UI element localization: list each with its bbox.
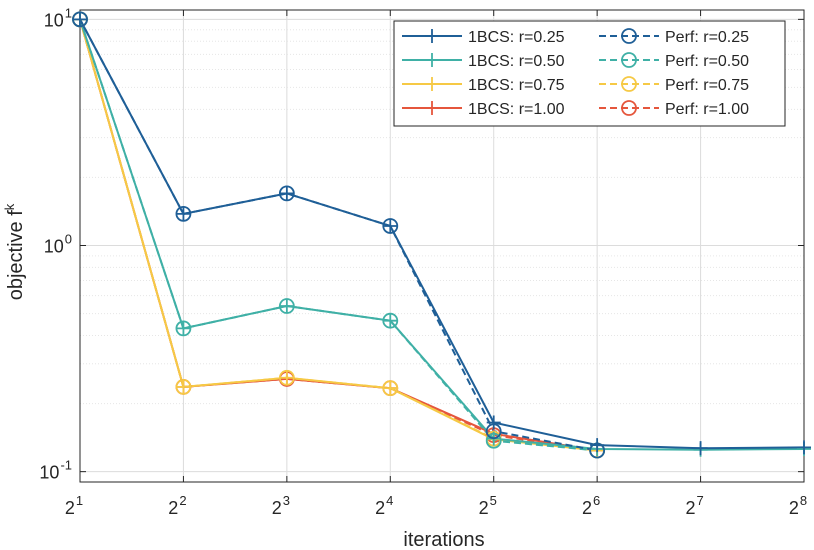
x-tick-base: 2 [479,498,489,518]
series-markers [72,11,811,459]
series-line-perf-r-1-00 [79,19,598,452]
data-point-1bcs-r-0-25 [279,186,294,201]
data-point-perf-r-0-25 [278,185,295,202]
data-point-perf-r-0-75 [175,379,192,395]
data-point-perf-r-0-25 [485,423,502,440]
data-point-perf-r-0-75 [382,380,399,397]
data-point-perf-r-0-75 [278,369,295,386]
x-tick-exponent: 1 [76,493,83,508]
x-tick-base: 2 [168,498,178,518]
x-tick-base: 2 [582,498,592,518]
data-point-perf-r-0-50 [382,312,399,329]
data-point-1bcs-r-0-75 [279,370,294,385]
x-tick-exponent: 8 [800,493,807,508]
y-tick-exponent: 0 [65,232,72,247]
legend-label: 1BCS: r=0.75 [468,77,565,94]
legend-item-perf-r-0-25: Perf: r=0.25 [599,28,749,46]
legend-item-perf-r-0-75: Perf: r=0.75 [599,76,749,94]
x-tick-base: 2 [65,498,75,518]
y-tick-label: 101 [44,5,72,30]
y-tick-base: 10 [44,237,64,257]
legend-item-1bcs-r-0-50: 1BCS: r=0.50 [402,53,565,70]
data-point-perf-r-0-25 [589,442,606,459]
data-point-1bcs-r-0-50 [279,299,294,314]
x-tick-exponent: 5 [490,493,497,508]
data-point-1bcs-r-0-25 [176,206,191,221]
legend-item-perf-r-1-00: Perf: r=1.00 [599,100,749,118]
data-point-1bcs-r-0-25 [797,440,811,455]
data-point-perf-r-0-25 [175,205,192,222]
legend-item-1bcs-r-0-25: 1BCS: r=0.25 [402,29,565,46]
y-tick-exponent: 1 [65,5,72,20]
x-axis-label: iterations [403,529,484,550]
x-tick-exponent: 3 [283,493,290,508]
x-tick-exponent: 7 [696,493,703,508]
legend-label: Perf: r=0.50 [665,53,749,70]
x-tick-label: 28 [789,493,807,518]
series-line-perf-r-0-25 [79,18,598,452]
legend-item-perf-r-0-50: Perf: r=0.50 [599,52,749,70]
legend-marker [621,100,637,116]
x-tick-label: 22 [168,493,186,518]
y-tick-base: 10 [44,10,64,30]
x-tick-exponent: 2 [179,493,186,508]
legend-marker [621,76,637,92]
data-point-perf-r-0-50 [485,432,502,449]
y-tick-exponent: -1 [60,458,72,473]
x-tick-exponent: 6 [593,493,600,508]
data-point-1bcs-r-0-25 [73,12,87,27]
data-point-1bcs-r-0-50 [383,313,398,328]
legend-marker [425,29,439,43]
series-lines [79,18,805,452]
legend-label: Perf: r=1.00 [665,101,749,118]
legend-label: Perf: r=0.75 [665,77,749,94]
legend-item-1bcs-r-1-00: 1BCS: r=1.00 [402,101,565,118]
y-axis-label-superscript: k [2,203,17,210]
legend-marker [621,52,637,68]
legend-item-1bcs-r-0-75: 1BCS: r=0.75 [402,77,565,94]
data-point-perf-r-0-50 [278,298,295,314]
x-tick-label: 23 [272,493,290,518]
x-tick-label: 21 [65,493,83,518]
x-tick-label: 24 [375,493,393,518]
x-tick-base: 2 [375,498,385,518]
legend-marker [425,53,439,67]
data-point-1bcs-r-0-25 [693,441,708,456]
data-point-1bcs-r-0-75 [383,381,398,396]
legend-label: Perf: r=0.25 [665,29,749,46]
data-point-1bcs-r-0-25 [383,218,398,233]
data-point-1bcs-r-0-25 [486,415,501,430]
legend-label: 1BCS: r=0.25 [468,29,565,46]
legend-label: 1BCS: r=0.50 [468,53,565,70]
legend-marker [621,28,637,44]
y-axis-label: objective fk [2,203,27,300]
y-axis-label-text: objective f [5,210,27,300]
data-point-1bcs-r-0-75 [176,379,191,394]
legend-marker [425,77,439,91]
y-tick-label: 10-1 [39,458,72,483]
x-tick-base: 2 [789,498,799,518]
x-tick-exponent: 4 [386,493,393,508]
legend: 1BCS: r=0.25 Perf: r=0.25 1BCS: r=0.50 Perf… [393,20,786,127]
y-tick-base: 10 [39,463,59,483]
data-point-perf-r-0-25 [72,11,88,28]
y-tick-label: 100 [44,232,72,257]
data-point-perf-r-0-50 [175,320,192,337]
x-tick-label: 27 [685,493,703,518]
x-tick-label: 26 [582,493,600,518]
x-tick-label: 25 [479,493,497,518]
x-tick-base: 2 [272,498,282,518]
data-point-perf-r-0-25 [382,218,399,234]
legend-label: 1BCS: r=1.00 [468,101,565,118]
legend-marker [425,101,439,115]
data-point-1bcs-r-0-50 [176,321,191,336]
x-tick-base: 2 [685,498,695,518]
